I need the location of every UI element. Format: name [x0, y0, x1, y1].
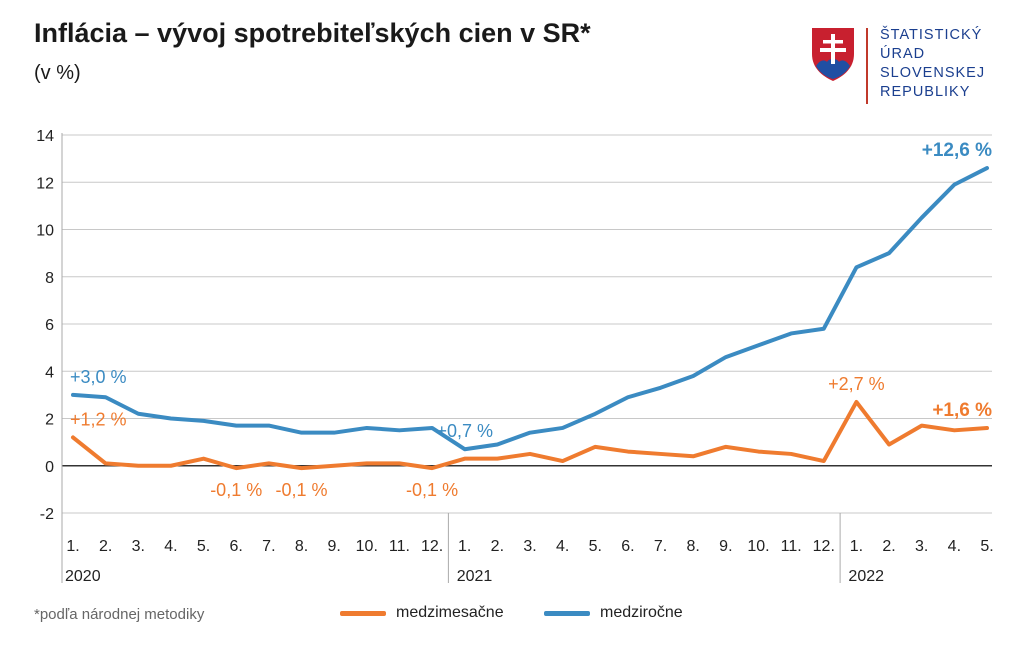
x-tick-label: 12.	[813, 538, 835, 555]
x-tick-label: 5.	[980, 538, 993, 555]
logo-text: ŠTATISTICKÝ ÚRAD SLOVENSKEJ REPUBLIKY	[880, 26, 985, 102]
x-tick-label: 4.	[948, 538, 961, 555]
chart-unit: (v %)	[34, 62, 81, 84]
x-tick-label: 3.	[132, 538, 145, 555]
legend-item-yoy: medziročne	[544, 604, 683, 622]
x-tick-label: 1.	[458, 538, 471, 555]
x-tick-label: 11.	[781, 538, 802, 555]
year-label: 2020	[65, 568, 101, 585]
logo-divider	[866, 28, 868, 104]
y-tick-label: 8	[45, 270, 54, 287]
x-tick-label: 7.	[654, 538, 667, 555]
logo-line-1: ŠTATISTICKÝ	[880, 27, 983, 43]
series-line-yoy	[71, 166, 989, 452]
legend-swatch-mom	[340, 610, 386, 616]
x-tick-label: 9.	[719, 538, 732, 555]
x-tick-label: 3.	[915, 538, 928, 555]
methodology-footnote: *podľa národnej metodiky	[34, 606, 205, 623]
y-tick-label: 0	[45, 459, 54, 476]
x-tick-label: 5.	[197, 538, 210, 555]
logo-line-2: ÚRAD	[880, 46, 926, 62]
x-tick-label: 11.	[389, 538, 410, 555]
x-tick-label: 4.	[556, 538, 569, 555]
x-tick-label: 1.	[850, 538, 863, 555]
year-label: 2022	[848, 568, 884, 585]
x-tick-label: 9.	[327, 538, 340, 555]
chart-title: Inflácia – vývoj spotrebiteľských cien v…	[34, 18, 591, 48]
x-tick-label: 8.	[295, 538, 308, 555]
data-label: +1,6 %	[932, 400, 992, 421]
slovak-coat-of-arms-icon	[812, 28, 854, 81]
x-tick-label: 10.	[747, 538, 769, 555]
statistical-office-logo: ŠTATISTICKÝ ÚRAD SLOVENSKEJ REPUBLIKY	[810, 26, 1010, 108]
x-tick-label: 10.	[356, 538, 378, 555]
data-label: +1,2 %	[70, 409, 127, 429]
y-tick-label: 6	[45, 317, 54, 334]
data-label: +2,7 %	[828, 374, 885, 394]
year-label: 2021	[457, 568, 493, 585]
y-tick-label: -2	[40, 506, 54, 523]
y-tick-label: 10	[36, 223, 54, 240]
x-tick-label: 2.	[491, 538, 504, 555]
y-tick-label: 14	[36, 128, 54, 145]
x-tick-label: 8.	[687, 538, 700, 555]
data-label: -0,1 %	[210, 480, 262, 500]
legend-label-mom: medzimesačne	[396, 604, 504, 621]
x-tick-label: 5.	[589, 538, 602, 555]
x-tick-label: 2.	[882, 538, 895, 555]
series-line-mom	[71, 399, 989, 471]
logo-line-4: REPUBLIKY	[880, 84, 971, 100]
data-label: +0,7 %	[436, 421, 493, 441]
y-tick-label: 12	[36, 175, 54, 192]
x-tick-label: 6.	[621, 538, 634, 555]
x-tick-label: 4.	[164, 538, 177, 555]
y-tick-label: 4	[45, 364, 54, 381]
data-label: -0,1 %	[406, 480, 458, 500]
data-label: -0,1 %	[275, 480, 327, 500]
x-tick-label: 7.	[262, 538, 275, 555]
legend-label-yoy: medziročne	[600, 604, 683, 621]
legend-swatch-yoy	[544, 610, 590, 616]
y-tick-label: 2	[45, 412, 54, 429]
x-tick-label: 3.	[523, 538, 536, 555]
data-label: +12,6 %	[922, 140, 992, 161]
x-tick-label: 1.	[66, 538, 79, 555]
logo-line-3: SLOVENSKEJ	[880, 65, 986, 81]
x-tick-label: 2.	[99, 538, 112, 555]
x-tick-label: 6.	[230, 538, 243, 555]
legend-item-mom: medzimesačne	[340, 604, 504, 622]
x-tick-label: 12.	[421, 538, 443, 555]
data-label: +3,0 %	[70, 367, 127, 387]
